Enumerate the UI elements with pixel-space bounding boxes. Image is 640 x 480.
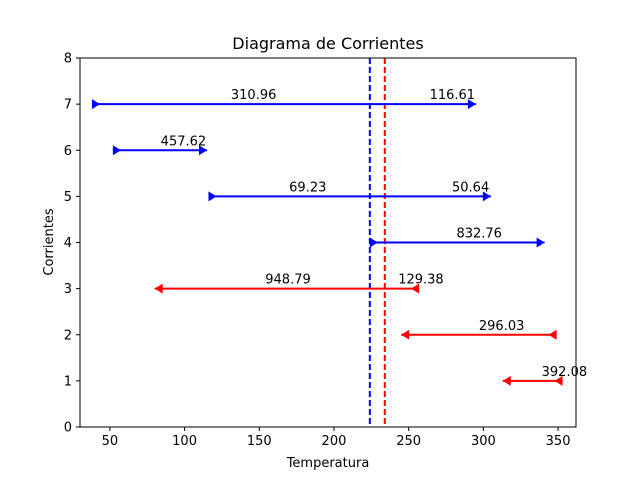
plot-area: 310.96 116.61 457.62 69.23 50.64 832.76 948.79… <box>64 52 587 450</box>
stream-2-value-label-1: 457.62 <box>161 134 207 149</box>
stream-4-value-label-1: 832.76 <box>456 227 502 242</box>
y-tick-label-7: 7 <box>64 98 72 113</box>
y-tick-label-1: 1 <box>64 374 72 389</box>
x-tick-label-250: 250 <box>396 434 421 449</box>
stream-start-marker-3 <box>208 191 217 202</box>
stream-end-marker-1 <box>467 99 476 110</box>
stream-5-value-label-1: 948.79 <box>265 273 311 288</box>
stream-end-marker-6 <box>401 329 410 340</box>
stream-start-marker-5 <box>411 283 420 294</box>
stream-end-marker-3 <box>482 191 491 202</box>
stream-end-marker-5 <box>154 283 163 294</box>
stream-end-marker-7 <box>502 375 511 386</box>
x-tick-label-200: 200 <box>322 434 347 449</box>
stream-1-value-label-1: 310.96 <box>231 88 277 103</box>
stream-start-marker-6 <box>548 329 557 340</box>
stream-end-marker-2 <box>198 145 207 156</box>
y-tick-label-8: 8 <box>64 52 72 67</box>
y-axis-label: Corrientes <box>42 208 57 275</box>
y-tick-label-6: 6 <box>64 144 72 159</box>
y-tick-label-4: 4 <box>64 236 72 251</box>
stream-end-marker-4 <box>536 237 545 248</box>
y-tick-label-2: 2 <box>64 328 72 343</box>
stream-start-marker-2 <box>112 145 121 156</box>
stream-1-value-label-2: 116.61 <box>430 88 476 103</box>
x-tick-label-50: 50 <box>102 434 119 449</box>
y-tick-label-0: 0 <box>64 421 72 436</box>
stream-6-value-label-1: 296.03 <box>479 319 525 334</box>
y-tick-label-5: 5 <box>64 190 72 205</box>
stream-3-value-label-1: 69.23 <box>289 180 326 195</box>
stream-5-value-label-2: 129.38 <box>398 273 444 288</box>
x-axis-label: Temperatura <box>286 456 370 471</box>
x-tick-label-100: 100 <box>172 434 197 449</box>
stream-start-marker-1 <box>91 99 100 110</box>
stream-3-value-label-2: 50.64 <box>452 180 489 195</box>
x-tick-label-300: 300 <box>471 434 496 449</box>
stream-start-marker-7 <box>554 375 563 386</box>
stream-start-marker-4 <box>369 237 378 248</box>
x-tick-label-350: 350 <box>546 434 571 449</box>
y-tick-label-3: 3 <box>64 282 72 297</box>
chart-title: Diagrama de Corrientes <box>232 34 423 53</box>
stream-7-value-label-1: 392.08 <box>542 365 588 380</box>
x-tick-label-150: 150 <box>247 434 272 449</box>
